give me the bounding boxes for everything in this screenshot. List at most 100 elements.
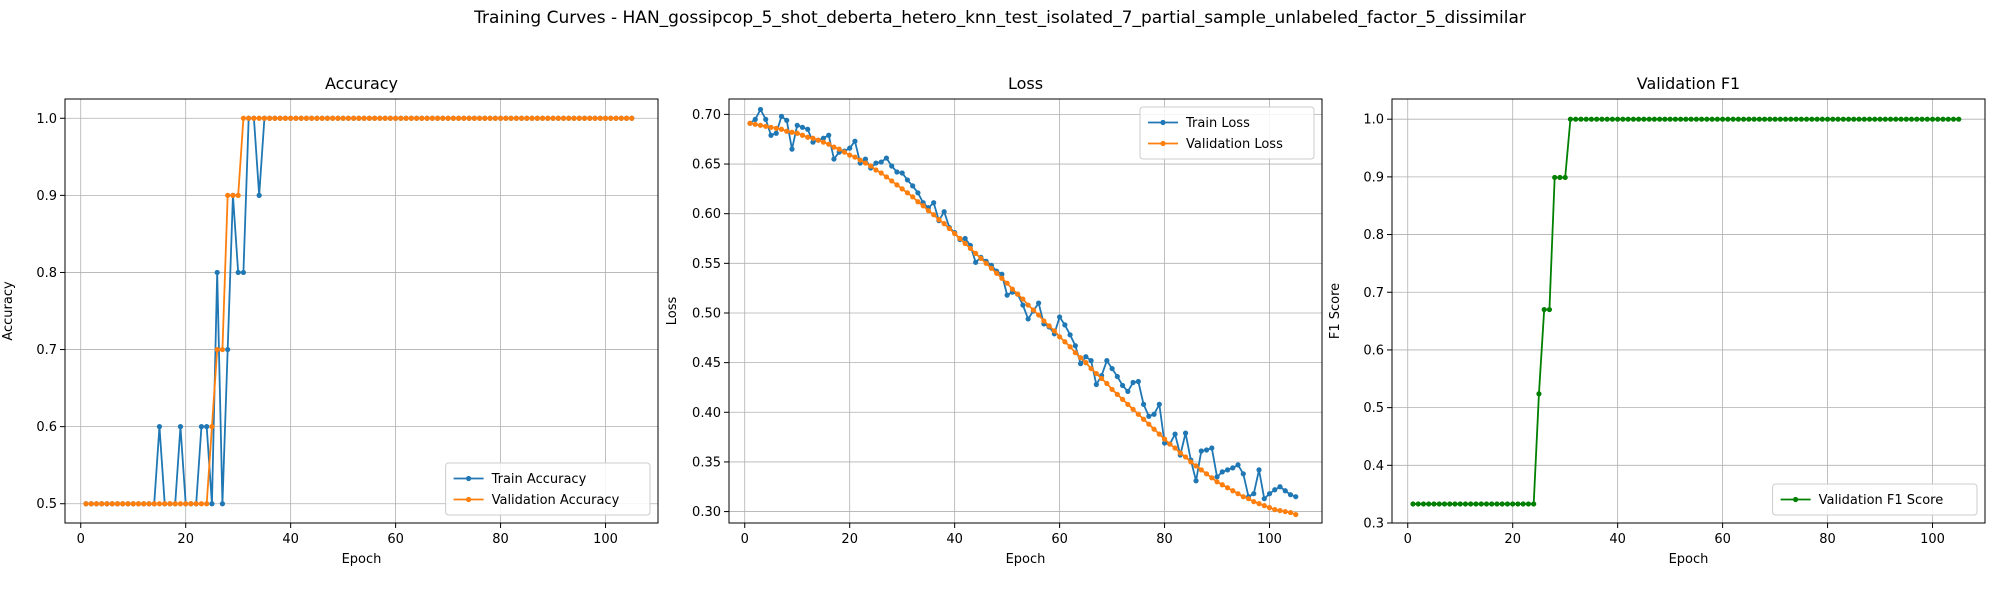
data-point xyxy=(1552,174,1558,181)
series-train-loss xyxy=(747,106,1299,502)
data-point xyxy=(983,260,989,266)
data-point xyxy=(904,190,911,196)
x-tick-label: 40 xyxy=(282,532,299,547)
data-point xyxy=(1525,501,1532,507)
data-point xyxy=(1224,467,1231,473)
data-point xyxy=(1119,396,1126,402)
data-point xyxy=(1809,116,1815,122)
data-point xyxy=(925,208,932,214)
data-point xyxy=(1704,116,1710,122)
data-point xyxy=(340,115,346,121)
data-point xyxy=(1761,116,1768,122)
data-point xyxy=(857,157,863,163)
data-point xyxy=(1293,511,1299,518)
data-point xyxy=(1198,448,1204,454)
data-point xyxy=(356,115,362,121)
data-point xyxy=(587,115,593,121)
data-point xyxy=(1135,378,1141,385)
data-point xyxy=(988,265,994,271)
data-point xyxy=(414,115,420,121)
data-point xyxy=(1140,416,1147,422)
data-point xyxy=(372,115,378,121)
data-point xyxy=(1020,296,1026,302)
legend-entry: Train Accuracy xyxy=(453,472,587,487)
data-point xyxy=(293,115,299,121)
data-point xyxy=(1573,116,1579,122)
data-point xyxy=(524,115,530,121)
data-point xyxy=(1908,116,1915,122)
data-point xyxy=(784,128,790,134)
data-point xyxy=(1625,116,1631,122)
data-point xyxy=(1457,501,1463,507)
x-tick-label: 0 xyxy=(77,532,85,547)
data-point xyxy=(1447,501,1453,507)
data-point xyxy=(1219,469,1225,475)
data-point xyxy=(794,130,800,136)
data-point xyxy=(1510,501,1516,507)
y-tick-label: 0.7 xyxy=(36,343,57,358)
data-point xyxy=(915,190,921,196)
data-point xyxy=(83,501,89,507)
series-train-accuracy xyxy=(83,115,635,507)
data-point xyxy=(1866,116,1873,122)
x-tick-label: 0 xyxy=(741,532,749,547)
data-point xyxy=(114,501,121,507)
data-point xyxy=(225,192,231,198)
data-point xyxy=(1098,375,1105,382)
data-point xyxy=(1420,501,1427,507)
data-point xyxy=(1499,501,1505,507)
data-point xyxy=(335,115,341,121)
data-point xyxy=(471,115,477,121)
data-point xyxy=(508,115,514,121)
data-point xyxy=(1950,116,1957,122)
y-tick-label: 1.0 xyxy=(36,112,57,127)
data-point xyxy=(847,145,853,151)
data-point xyxy=(1840,116,1846,122)
data-point xyxy=(1720,116,1726,122)
data-point xyxy=(571,115,577,121)
data-point xyxy=(534,115,540,121)
axes-frame xyxy=(728,98,1323,524)
data-point xyxy=(125,501,131,507)
y-tick-label: 0.3 xyxy=(1363,517,1384,532)
data-point xyxy=(351,115,357,121)
data-point xyxy=(1803,116,1810,122)
data-point xyxy=(1594,116,1600,122)
data-point xyxy=(1277,507,1283,514)
data-point xyxy=(1798,116,1804,122)
data-point xyxy=(1256,467,1262,473)
data-point xyxy=(1156,431,1162,437)
data-point xyxy=(309,115,315,121)
data-point xyxy=(1161,436,1168,442)
data-point xyxy=(1140,401,1147,407)
data-point xyxy=(1025,302,1031,308)
data-point xyxy=(1193,478,1199,484)
legend-entry: Validation F1 Score xyxy=(1780,493,1943,508)
data-point xyxy=(1636,116,1642,122)
y-axis-label: Accuracy xyxy=(1,281,16,341)
data-point xyxy=(852,154,858,160)
data-point xyxy=(93,501,100,507)
data-point xyxy=(434,115,441,121)
axes-frame xyxy=(1391,98,1986,524)
data-point xyxy=(778,126,785,132)
data-point xyxy=(167,501,173,507)
data-point xyxy=(1130,379,1136,386)
data-point xyxy=(1688,116,1694,122)
data-point xyxy=(789,146,795,152)
data-point xyxy=(1578,116,1584,122)
data-point xyxy=(177,501,184,507)
data-point xyxy=(450,115,456,121)
data-point xyxy=(1436,501,1442,507)
data-point xyxy=(763,123,769,129)
data-point xyxy=(1151,411,1157,417)
data-point xyxy=(1793,116,1799,122)
data-point xyxy=(799,124,806,130)
data-point xyxy=(1214,474,1220,480)
series-line xyxy=(85,117,632,505)
data-point xyxy=(1051,328,1057,334)
data-point xyxy=(597,115,603,121)
data-point xyxy=(873,167,879,173)
data-point xyxy=(1146,413,1152,419)
data-point xyxy=(177,424,184,430)
